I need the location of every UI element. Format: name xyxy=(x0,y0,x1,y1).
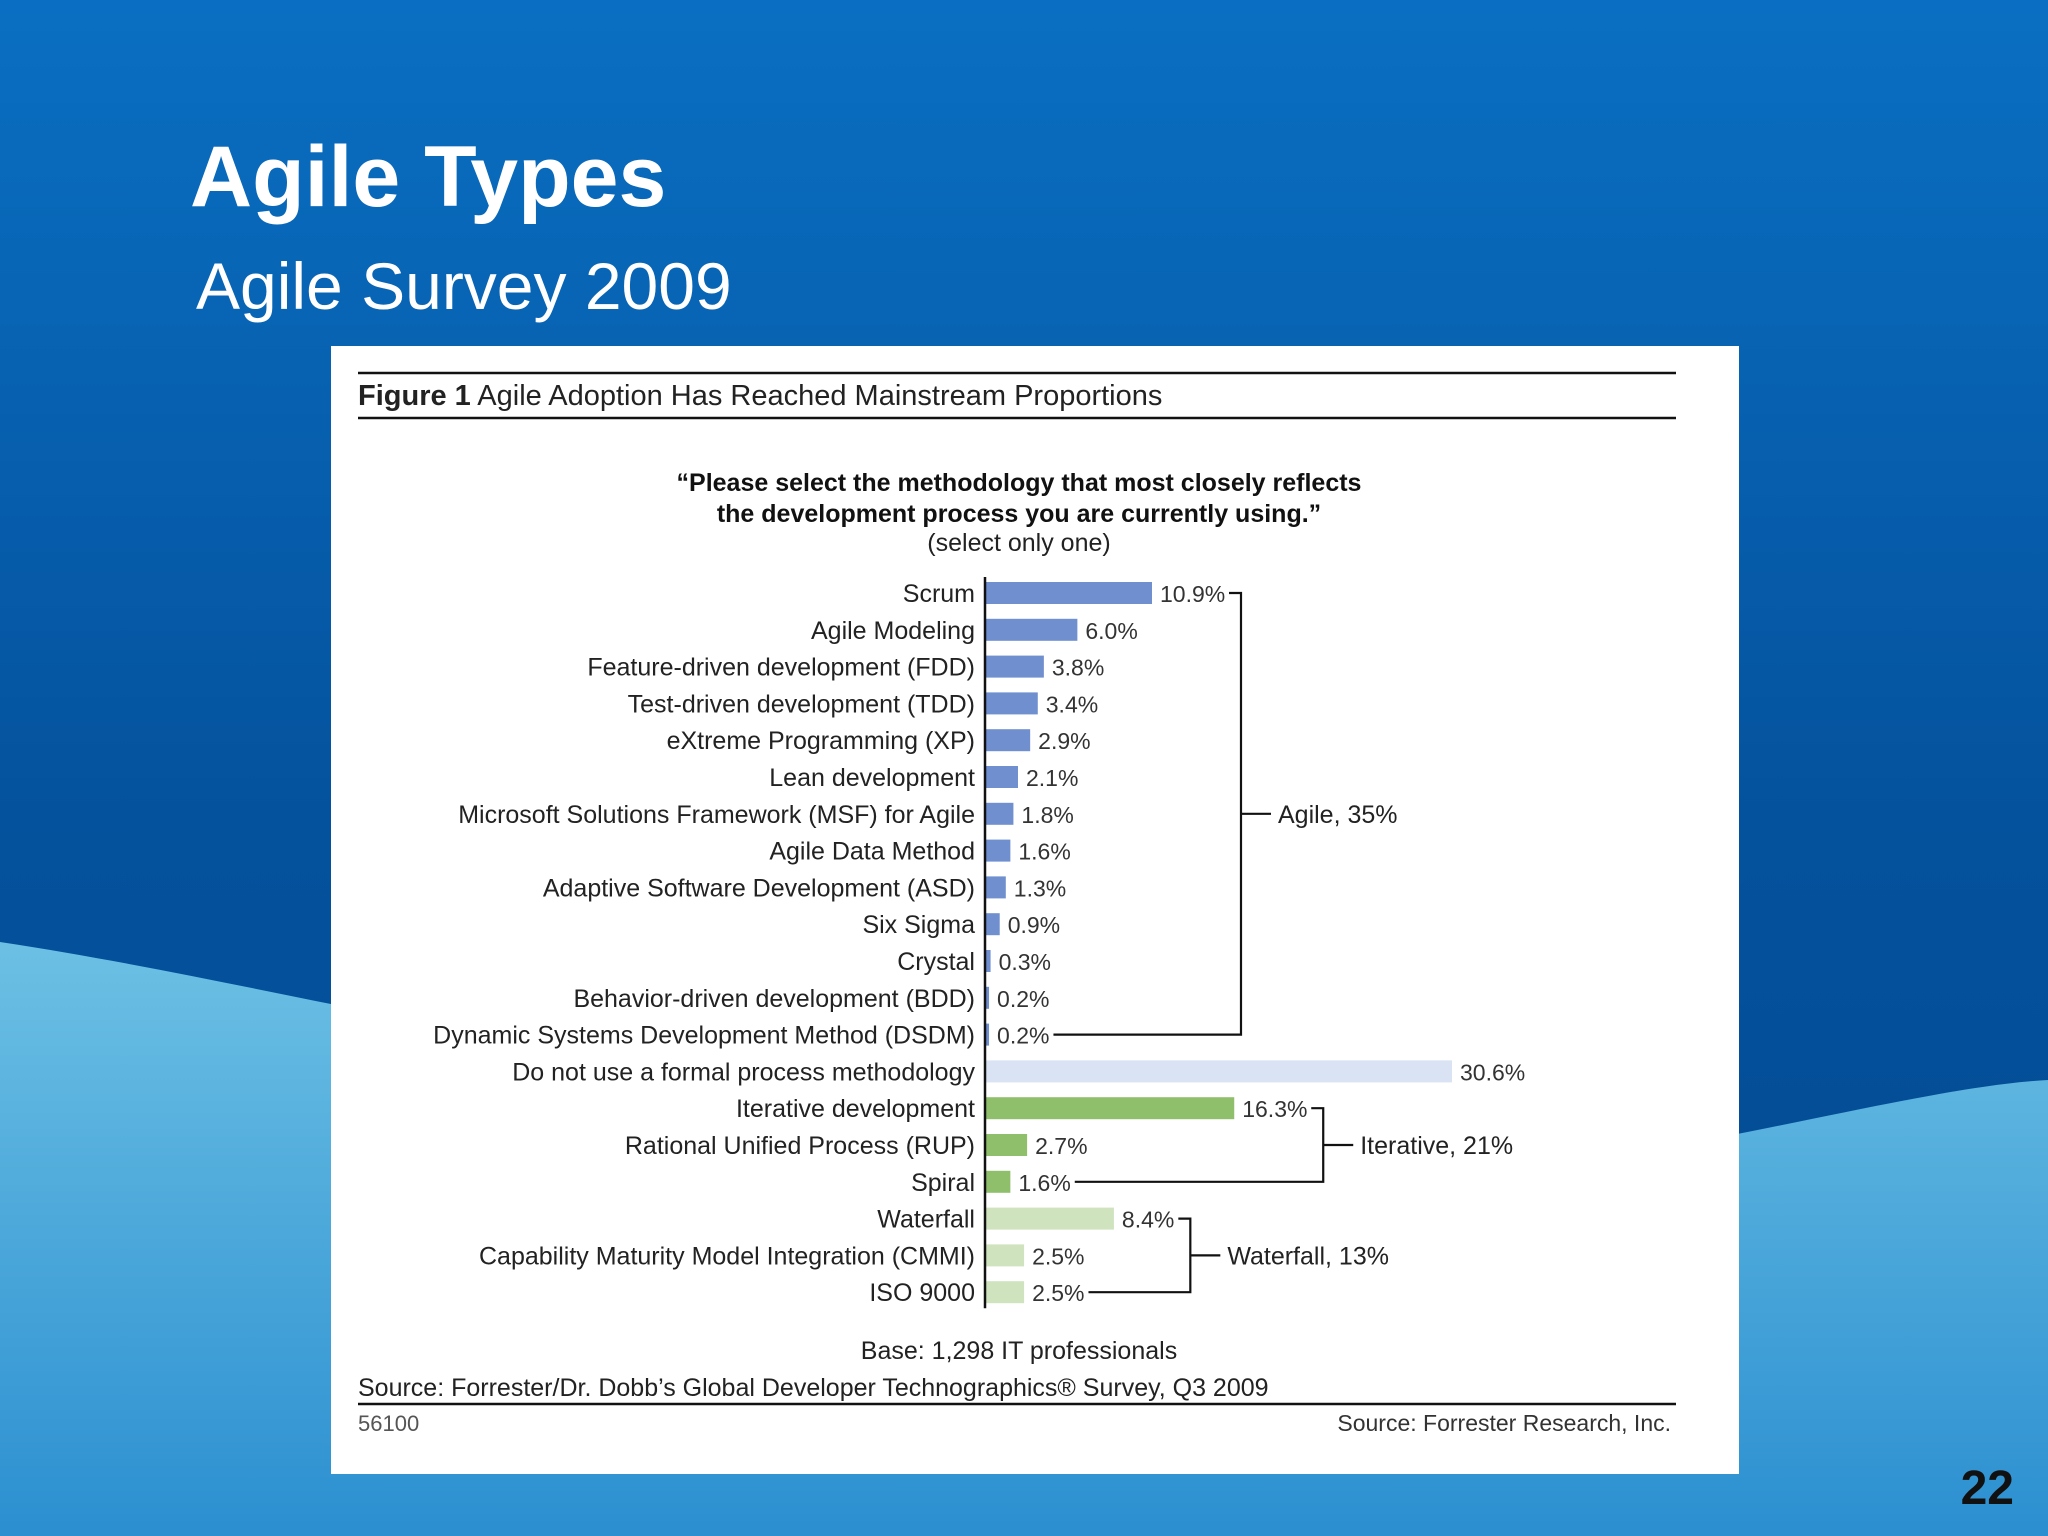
category-label: Test-driven development (TDD) xyxy=(628,690,975,718)
question-line-1: “Please select the methodology that most… xyxy=(677,469,1362,497)
value-label: 3.4% xyxy=(1046,691,1098,717)
figure-panel: Figure 1 Agile Adoption Has Reached Main… xyxy=(331,346,1739,1474)
doc-id: 56100 xyxy=(358,1411,419,1436)
value-label: 0.2% xyxy=(997,1023,1049,1049)
category-label: Feature-driven development (FDD) xyxy=(587,654,975,682)
category-label: Adaptive Software Development (ASD) xyxy=(543,874,975,902)
category-label: Waterfall xyxy=(877,1206,975,1234)
bar xyxy=(986,582,1152,604)
category-label: Six Sigma xyxy=(862,911,975,939)
group-bracket: Iterative, 21% xyxy=(1074,1107,1513,1183)
bar xyxy=(986,913,1000,936)
question-line-2: the development process you are currentl… xyxy=(717,500,1321,528)
category-label: Spiral xyxy=(911,1169,975,1197)
bar-chart: Figure 1 Agile Adoption Has Reached Main… xyxy=(358,371,1676,1436)
value-label: 8.4% xyxy=(1122,1207,1174,1233)
value-label: 2.5% xyxy=(1032,1243,1084,1269)
value-label: 1.3% xyxy=(1014,875,1066,901)
figure-title-text: Agile Adoption Has Reached Mainstream Pr… xyxy=(477,380,1162,412)
category-label: Agile Modeling xyxy=(811,617,975,645)
value-label: 30.6% xyxy=(1460,1059,1525,1085)
bar xyxy=(986,618,1078,641)
group-bracket: Agile, 35% xyxy=(1053,591,1398,1036)
value-label: 2.5% xyxy=(1032,1280,1084,1306)
category-label: eXtreme Programming (XP) xyxy=(667,727,975,755)
plot-area: Scrum 10.9% Agile Modeling 6.0% Feature-driv… xyxy=(433,577,1525,1309)
category-label: Microsoft Solutions Framework (MSF) for … xyxy=(458,801,975,829)
bar xyxy=(986,729,1031,752)
value-label: 2.7% xyxy=(1035,1133,1087,1159)
value-label: 2.9% xyxy=(1038,728,1090,754)
bar xyxy=(986,1023,990,1046)
page-number: 22 xyxy=(1960,1462,2014,1515)
category-label: Rational Unified Process (RUP) xyxy=(625,1132,975,1160)
bar xyxy=(986,802,1014,825)
value-label: 3.8% xyxy=(1052,655,1104,681)
group-bracket-label: Waterfall, 13% xyxy=(1227,1242,1389,1270)
bar xyxy=(986,1170,1011,1193)
value-label: 1.8% xyxy=(1021,802,1073,828)
bar xyxy=(986,1281,1025,1304)
bar xyxy=(986,839,1011,862)
group-bracket: Waterfall, 13% xyxy=(1088,1217,1389,1294)
bar xyxy=(986,1207,1114,1230)
category-label: Behavior-driven development (BDD) xyxy=(573,985,975,1013)
category-label: ISO 9000 xyxy=(869,1279,975,1307)
value-label: 6.0% xyxy=(1085,618,1137,644)
category-label: Iterative development xyxy=(736,1095,975,1123)
credit-note: Source: Forrester Research, Inc. xyxy=(1337,1410,1671,1436)
value-label: 0.9% xyxy=(1008,912,1060,938)
group-bracket-label: Agile, 35% xyxy=(1278,801,1398,829)
base-note: Base: 1,298 IT professionals xyxy=(861,1337,1177,1365)
category-label: Agile Data Method xyxy=(769,838,975,866)
bar xyxy=(986,692,1038,715)
bar xyxy=(986,876,1006,899)
category-label: Crystal xyxy=(897,948,975,976)
value-label: 2.1% xyxy=(1026,765,1078,791)
figure-label: Figure 1 xyxy=(358,380,471,412)
bar xyxy=(986,1060,1452,1083)
value-label: 0.3% xyxy=(999,949,1051,975)
group-bracket-label: Iterative, 21% xyxy=(1360,1132,1513,1160)
figure-title: Figure 1 Agile Adoption Has Reached Main… xyxy=(358,380,1162,412)
bar xyxy=(986,986,990,1009)
value-label: 1.6% xyxy=(1018,1170,1070,1196)
bar xyxy=(986,950,991,972)
category-label: Lean development xyxy=(769,764,975,792)
bar xyxy=(986,655,1044,678)
source-note: Source: Forrester/Dr. Dobb’s Global Deve… xyxy=(358,1374,1269,1402)
value-label: 1.6% xyxy=(1018,839,1070,865)
value-label: 0.2% xyxy=(997,986,1049,1012)
category-label: Scrum xyxy=(903,580,975,608)
bar xyxy=(986,1097,1235,1120)
question-note: (select only one) xyxy=(927,529,1110,557)
slide-subtitle: Agile Survey 2009 xyxy=(196,249,732,323)
category-label: Do not use a formal process methodology xyxy=(512,1058,975,1086)
category-label: Dynamic Systems Development Method (DSDM… xyxy=(433,1022,975,1050)
bar xyxy=(986,1134,1028,1156)
bar xyxy=(986,1244,1025,1267)
bar xyxy=(986,766,1018,788)
category-label: Capability Maturity Model Integration (C… xyxy=(479,1242,975,1270)
value-label: 16.3% xyxy=(1242,1096,1307,1122)
slide-title: Agile Types xyxy=(190,129,667,225)
value-label: 10.9% xyxy=(1160,581,1225,607)
